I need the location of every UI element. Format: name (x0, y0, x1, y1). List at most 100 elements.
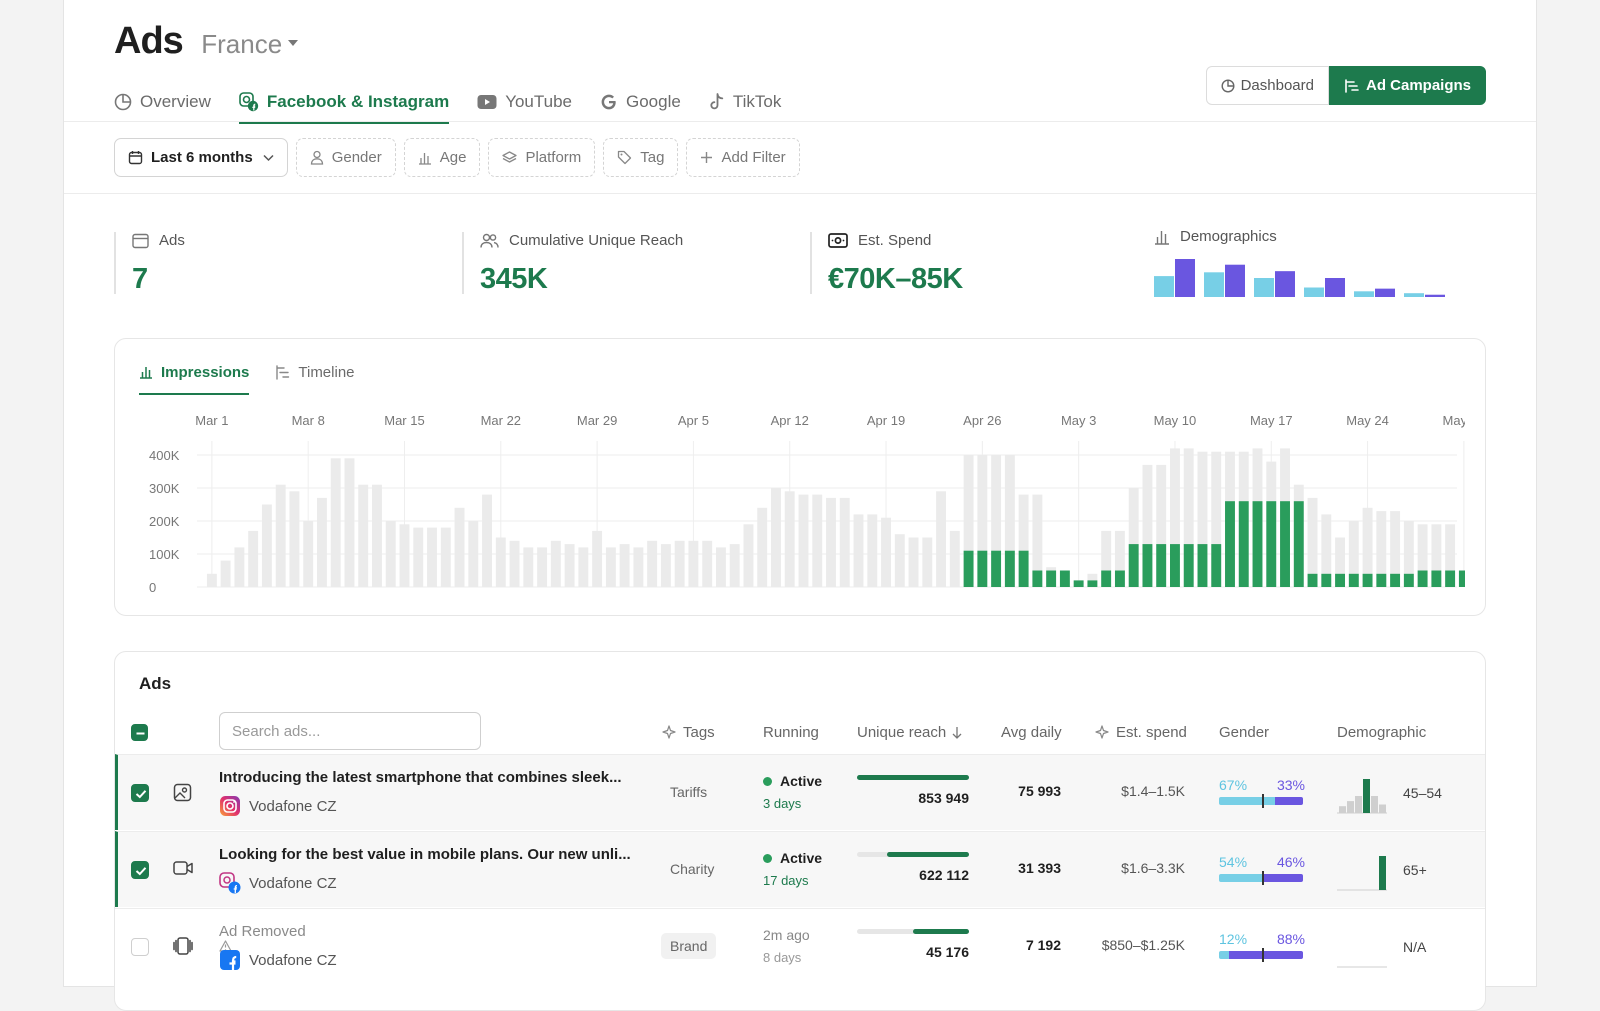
bar-all-ads (633, 547, 644, 587)
money-icon (828, 233, 848, 248)
ad-title[interactable]: Looking for the best value in mobile pla… (219, 846, 631, 863)
hist-bar (1379, 856, 1386, 890)
gender-bar (1219, 871, 1305, 885)
gender-filter[interactable]: Gender (295, 138, 396, 177)
avg-daily: 7 192 (1025, 937, 1061, 953)
col-unique-reach[interactable]: Unique reach (857, 724, 962, 741)
bar-selected-ads (1032, 570, 1043, 587)
platform-filter[interactable]: Platform (488, 138, 596, 177)
x-tick-label: Mar 22 (481, 413, 521, 428)
tab-google[interactable]: Google (600, 82, 681, 122)
demo-bar-female (1375, 288, 1395, 297)
bar-all-ads (949, 530, 960, 587)
hist-bar (1371, 796, 1378, 813)
bar-selected-ads (1376, 573, 1387, 587)
bar-selected-ads (1458, 570, 1465, 587)
bar-all-ads (1431, 524, 1442, 587)
instagram-facebook-icon (219, 872, 241, 894)
bar-selected-ads (991, 550, 1002, 587)
country-dropdown[interactable]: France (201, 29, 299, 60)
demo-bar-male (1304, 287, 1324, 297)
tag-badge[interactable]: Brand (661, 933, 717, 959)
dashboard-button[interactable]: Dashboard (1205, 66, 1329, 105)
stat-ads: Ads 7 (114, 232, 185, 295)
col-running[interactable]: Running (763, 724, 819, 741)
col-est-spend[interactable]: Est. spend (1095, 724, 1187, 741)
x-tick-label: Mar 1 (195, 413, 228, 428)
bar-selected-ads (1087, 580, 1098, 587)
table-row[interactable]: Ad Removed Vodafone CZ Brand 2m ago 8 days 45… (115, 908, 1485, 984)
select-all-checkbox[interactable] (131, 724, 148, 741)
stat-ads-label: Ads (159, 232, 185, 249)
bar-selected-ads (1252, 501, 1263, 587)
bar-selected-ads (1335, 573, 1346, 587)
bar-selected-ads (1101, 570, 1112, 587)
unique-reach: 45 176 (857, 929, 969, 960)
ad-campaigns-button[interactable]: Ad Campaigns (1328, 66, 1486, 105)
col-demographic[interactable]: Demographic (1337, 724, 1426, 741)
bar-selected-ads (1128, 544, 1139, 587)
platform-filter-label: Platform (525, 149, 582, 166)
bar-all-ads (1403, 521, 1414, 587)
reach-bar (857, 929, 969, 934)
bar-all-ads (385, 521, 396, 587)
col-tags[interactable]: Tags (662, 724, 715, 741)
platform-tabs: Overview Facebook & Instagram YouTube Go… (114, 82, 809, 124)
row-checkbox[interactable] (131, 784, 149, 802)
age-filter[interactable]: Age (403, 138, 481, 177)
tag-icon (617, 150, 632, 165)
stat-reach-label: Cumulative Unique Reach (509, 232, 684, 249)
search-ads-input[interactable] (219, 712, 481, 750)
demographics-mini-chart (1154, 259, 1445, 297)
period-filter[interactable]: Last 6 months (114, 138, 288, 177)
gender-filter-label: Gender (331, 149, 382, 166)
page: Ads France Overview Facebook & Instagram… (64, 0, 1536, 1011)
tab-impressions[interactable]: Impressions (139, 357, 250, 395)
bar-all-ads (867, 514, 878, 587)
x-tick-label: Mar 29 (577, 413, 617, 428)
page-header: Ads France (114, 20, 299, 63)
bar-all-ads (482, 494, 492, 587)
table-row[interactable]: Looking for the best value in mobile pla… (115, 831, 1485, 907)
tab-timeline-label: Timeline (298, 363, 355, 381)
bar-all-ads (743, 524, 754, 587)
tag-badge[interactable]: Tariffs (670, 784, 708, 800)
tiktok-icon (709, 93, 725, 111)
tab-youtube-label: YouTube (505, 92, 572, 111)
col-avg-daily[interactable]: Avg daily (1001, 724, 1062, 741)
col-gender[interactable]: Gender (1219, 724, 1269, 741)
tab-overview[interactable]: Overview (114, 82, 211, 122)
ad-title[interactable]: Ad Removed (219, 923, 312, 952)
bar-all-ads (303, 521, 314, 587)
bar-all-ads (275, 484, 286, 587)
tab-facebook-instagram[interactable]: Facebook & Instagram (238, 82, 450, 124)
add-filter-button[interactable]: Add Filter (686, 138, 800, 177)
tag-filter[interactable]: Tag (603, 138, 679, 177)
age-filter-label: Age (439, 149, 467, 166)
status-dot (763, 776, 772, 786)
table-row[interactable]: Introducing the latest smartphone that c… (115, 754, 1485, 830)
x-tick-label: May 24 (1346, 413, 1389, 428)
layers-icon (502, 150, 518, 165)
tag-filter-label: Tag (640, 149, 665, 166)
ad-title[interactable]: Introducing the latest smartphone that c… (219, 769, 622, 786)
bar-all-ads (330, 458, 341, 587)
x-tick-label: Apr 19 (867, 413, 905, 428)
bar-all-ads (715, 547, 726, 587)
tag-badge[interactable]: Charity (670, 861, 715, 877)
tab-tiktok[interactable]: TikTok (709, 82, 781, 122)
row-checkbox[interactable] (131, 938, 149, 956)
y-tick-label: 100K (149, 547, 180, 562)
filters-divider (64, 193, 1536, 194)
bar-all-ads (1170, 448, 1180, 587)
view-toggle: Dashboard Ad Campaigns (1205, 66, 1486, 105)
tab-youtube[interactable]: YouTube (477, 82, 572, 122)
tab-timeline[interactable]: Timeline (275, 357, 355, 387)
running-status: Active 17 days (763, 850, 823, 888)
hist-bar (1347, 801, 1354, 813)
row-checkbox[interactable] (131, 861, 149, 879)
bar-selected-ads (1348, 573, 1359, 587)
bar-selected-ads (1403, 573, 1414, 587)
x-tick-label: May 17 (1250, 413, 1293, 428)
video-icon (173, 860, 193, 876)
